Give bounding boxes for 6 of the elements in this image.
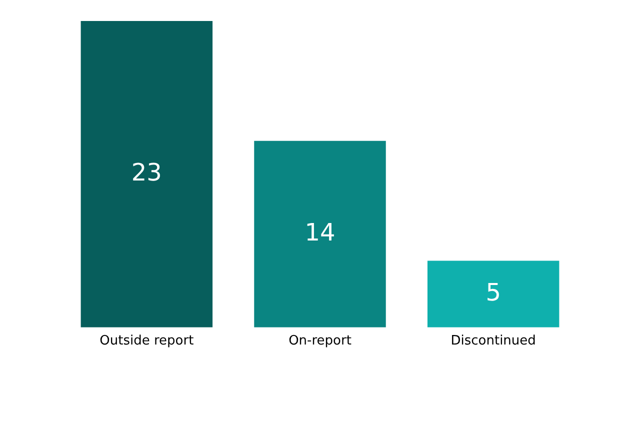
x-tick-label: On-report (288, 334, 352, 349)
x-tick-label: Outside report (100, 334, 194, 349)
data-label: 5 (486, 278, 501, 306)
x-tick-label: Discontinued (450, 334, 536, 349)
data-label: 23 (131, 158, 162, 186)
data-label: 14 (304, 218, 336, 246)
